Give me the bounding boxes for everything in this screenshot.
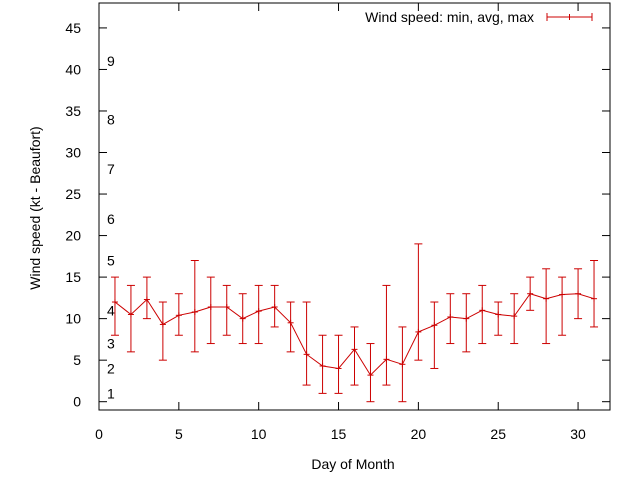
data-point — [303, 351, 310, 358]
data-point — [127, 311, 134, 318]
beaufort-label: 2 — [107, 360, 115, 376]
data-point — [319, 362, 326, 369]
data-point — [191, 308, 198, 315]
data-point — [287, 319, 294, 326]
y-tick-label: 35 — [65, 103, 81, 119]
beaufort-scale: 1 2 3 4 5 6 7 8 9 — [107, 53, 115, 401]
error-bar — [478, 284, 487, 345]
x-axis: 0 5 10 15 20 25 30 — [95, 3, 586, 442]
error-bar — [254, 284, 263, 345]
y-tick-label: 0 — [73, 394, 81, 410]
data-point — [239, 315, 246, 322]
data-point — [511, 313, 518, 320]
data-point — [415, 328, 422, 335]
beaufort-label: 5 — [107, 252, 115, 268]
error-bar — [158, 301, 167, 361]
data-point — [399, 361, 406, 368]
x-tick-label: 5 — [175, 426, 183, 442]
data-point — [575, 290, 582, 297]
error-bar — [286, 301, 295, 353]
y-tick-label: 40 — [65, 61, 81, 77]
data-point — [431, 322, 438, 329]
data-point — [591, 295, 598, 302]
x-tick-label: 30 — [570, 426, 586, 442]
error-bar — [206, 276, 215, 345]
error-bar — [190, 259, 199, 353]
data-point — [143, 296, 150, 303]
legend: Wind speed: min, avg, max — [365, 9, 593, 25]
data-point — [207, 304, 214, 311]
beaufort-label: 9 — [107, 53, 115, 69]
data-point — [559, 291, 566, 298]
y-tick-label: 45 — [65, 20, 81, 36]
data-point — [367, 372, 374, 379]
error-bar — [334, 334, 343, 394]
data-point — [479, 307, 486, 314]
data-point — [335, 365, 342, 372]
data-point — [543, 295, 550, 302]
x-tick-label: 15 — [331, 426, 347, 442]
data-point — [111, 299, 118, 306]
data-point — [271, 304, 278, 311]
beaufort-label: 8 — [107, 111, 115, 127]
beaufort-label: 1 — [107, 385, 115, 401]
data-point — [223, 304, 230, 311]
y-tick-label: 30 — [65, 145, 81, 161]
x-axis-label: Day of Month — [311, 456, 394, 472]
error-bar — [302, 301, 311, 386]
error-bar — [590, 259, 599, 328]
error-bar — [414, 243, 423, 361]
y-tick-label: 25 — [65, 186, 81, 202]
error-bar — [462, 293, 471, 353]
beaufort-label: 7 — [107, 161, 115, 177]
error-bar — [110, 276, 119, 336]
data-point — [351, 346, 358, 353]
error-bar — [350, 326, 359, 386]
y-tick-label: 10 — [65, 311, 81, 327]
y-tick-label: 15 — [65, 269, 81, 285]
x-tick-label: 0 — [95, 426, 103, 442]
x-tick-label: 25 — [490, 426, 506, 442]
legend-label: Wind speed: min, avg, max — [365, 9, 534, 25]
beaufort-label: 4 — [107, 302, 115, 318]
error-bar — [494, 301, 503, 336]
y-tick-label: 20 — [65, 228, 81, 244]
x-tick-label: 10 — [251, 426, 267, 442]
data-point — [255, 308, 262, 315]
beaufort-label: 6 — [107, 211, 115, 227]
data-point — [527, 290, 534, 297]
plot-border — [98, 2, 611, 411]
data-point — [159, 321, 166, 328]
error-bar — [542, 268, 551, 345]
error-bar — [558, 276, 567, 336]
error-bar — [382, 284, 391, 386]
x-tick-label: 20 — [411, 426, 427, 442]
data-point — [175, 312, 182, 319]
error-bar — [126, 284, 135, 353]
data-point — [383, 356, 390, 363]
y-axis-label: Wind speed (kt - Beaufort) — [27, 126, 43, 289]
data-point — [495, 311, 502, 318]
beaufort-label: 3 — [107, 336, 115, 352]
data-point — [463, 315, 470, 322]
plot-frame — [98, 2, 611, 411]
series-layer — [110, 243, 599, 403]
data-point — [447, 313, 454, 320]
y-tick-label: 5 — [73, 352, 81, 368]
error-bar — [222, 284, 231, 336]
error-bar — [430, 301, 439, 369]
